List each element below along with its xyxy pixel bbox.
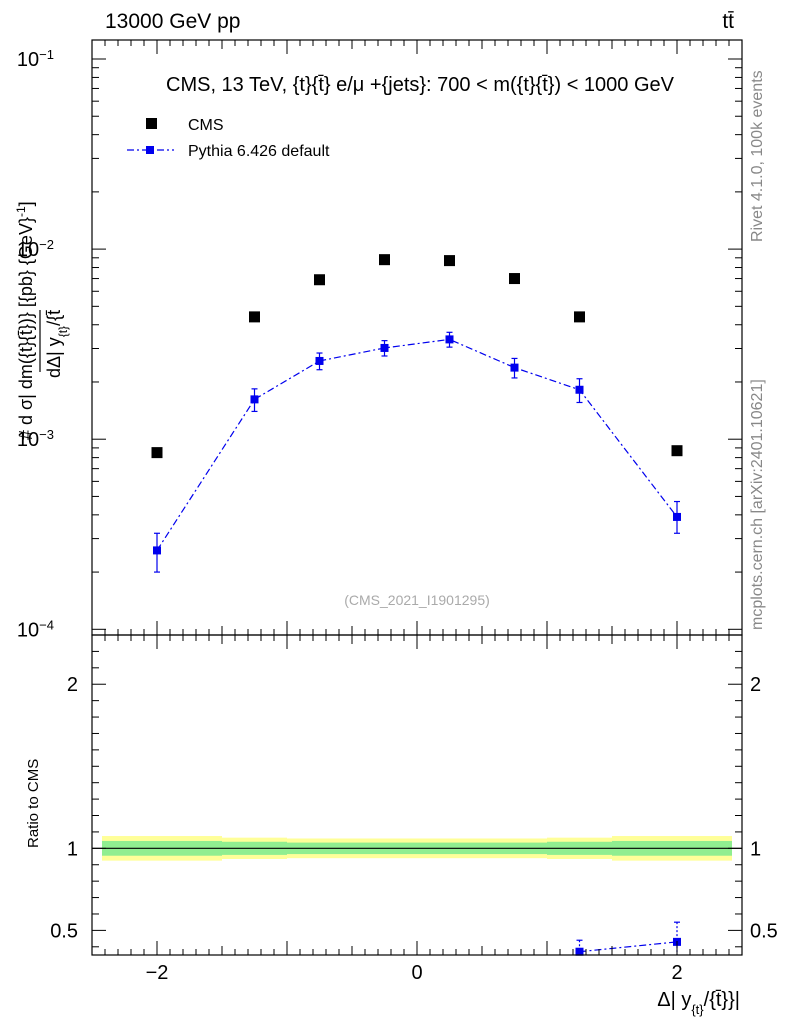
mc-point	[380, 343, 389, 352]
tick-exp: −2	[39, 237, 54, 252]
ylabel-numerator: # d σ	[16, 399, 36, 440]
data-point	[314, 274, 325, 286]
main-y-tick-label: 10−1	[17, 47, 54, 72]
ratio-series	[575, 921, 681, 956]
ratio-xlabel: Δ| y{t}/{t̄}}|	[657, 989, 740, 1017]
tick-base: 10	[17, 49, 39, 71]
legend-pythia-marker	[146, 146, 154, 154]
mc-point	[250, 395, 259, 404]
mc-point	[510, 363, 519, 372]
main-title: CMS, 13 TeV, {t}{t̄} e/μ +{jets}: 700 < …	[166, 74, 675, 96]
ratio-y-tick-label-left: 2	[67, 674, 78, 696]
data-point	[671, 445, 683, 457]
mc-point	[445, 335, 454, 344]
tick-exp: −4	[39, 617, 54, 632]
legend: CMS Pythia 6.426 default	[127, 117, 330, 160]
data-point	[249, 311, 260, 323]
ratio-x-tick-label: 2	[671, 962, 682, 984]
mc-point	[315, 356, 324, 365]
main-y-tick-label: 10−3	[17, 427, 54, 452]
ylabel-close: ]	[16, 201, 36, 206]
ratio-x-tick-label: 0	[411, 962, 422, 984]
rivet-label: Rivet 4.1.0, 100k events	[749, 70, 766, 242]
ylabel-denominator: dΔ| y	[44, 337, 64, 378]
ratio-y-tick-label-right: 0.5	[750, 920, 778, 942]
tick-exp: −1	[39, 47, 54, 62]
data-point	[574, 311, 585, 323]
ratio-panel: 0.5 0.5 1 1 2 2 −2 0 2 Ratio to CMS Δ| y{t}/{t̄}…	[25, 634, 778, 1017]
data-point	[379, 254, 390, 266]
xlabel-sub: {t}	[691, 1002, 704, 1017]
main-panel: 10−110−210−310−4 CMS, 13 TeV, {t}{t̄} e/…	[14, 39, 743, 642]
main-y-tick-label: 10−2	[17, 237, 54, 262]
ratio-series-line	[579, 941, 678, 953]
legend-cms-label: CMS	[188, 117, 224, 134]
process-label: tt̄	[722, 10, 734, 33]
ratio-y-tick-label-left: 0.5	[50, 920, 78, 942]
ratio-ticks: 0.5 0.5 1 1 2 2 −2 0 2	[50, 634, 778, 984]
ylabel-denominator-sub: {t}	[56, 326, 70, 337]
data-point	[509, 273, 520, 285]
mc-point	[673, 512, 681, 521]
main-y-tick-label: 10−4	[17, 617, 54, 642]
legend-cms-marker	[146, 118, 157, 129]
ratio-ylabel: Ratio to CMS	[25, 759, 42, 848]
mc-series-line	[156, 338, 678, 551]
main-ylabel: # d σ| dm({t}{t̄})} [{pb} {GeV}-1] dΔ| y…	[14, 201, 70, 440]
ratio-x-tick-label: −2	[146, 962, 169, 984]
watermark-label: (CMS_2021_I1901295)	[344, 592, 490, 608]
ratio-y-tick-label-right: 1	[750, 838, 761, 860]
ylabel-exp: -1	[14, 206, 28, 217]
ylabel-line2: dΔ| y{t}/{t̄	[44, 310, 70, 378]
ratio-point	[575, 947, 584, 956]
ratio-frame	[91, 634, 743, 956]
data-point	[444, 255, 455, 267]
ylabel-line1-text: | dm({t}{t̄})} [{pb} {GeV}	[16, 217, 36, 399]
data-point	[151, 447, 163, 459]
ratio-y-tick-label-right: 2	[750, 674, 761, 696]
main-series	[151, 254, 683, 573]
ylabel-line1: # d σ| dm({t}{t̄})} [{pb} {GeV}-1]	[14, 201, 36, 440]
ratio-y-tick-label-left: 1	[67, 838, 78, 860]
tick-base: 10	[17, 619, 39, 641]
mc-point	[575, 385, 584, 394]
tick-exp: −3	[39, 427, 54, 442]
mc-point	[153, 546, 161, 555]
tick-base: 10	[17, 239, 39, 261]
xlabel-tail: /{t̄}}|	[704, 989, 740, 1011]
ylabel-denominator-tail: /{t̄	[44, 310, 64, 326]
energy-label: 13000 GeV pp	[105, 10, 240, 33]
legend-pythia-label: Pythia 6.426 default	[188, 143, 330, 160]
tick-base: 10	[17, 429, 39, 451]
xlabel-main: Δ| y	[657, 989, 691, 1011]
main-ticks: 10−110−210−310−4	[17, 40, 743, 642]
source-label: mcplots.cern.ch [arXiv:2401.10621]	[749, 379, 766, 630]
